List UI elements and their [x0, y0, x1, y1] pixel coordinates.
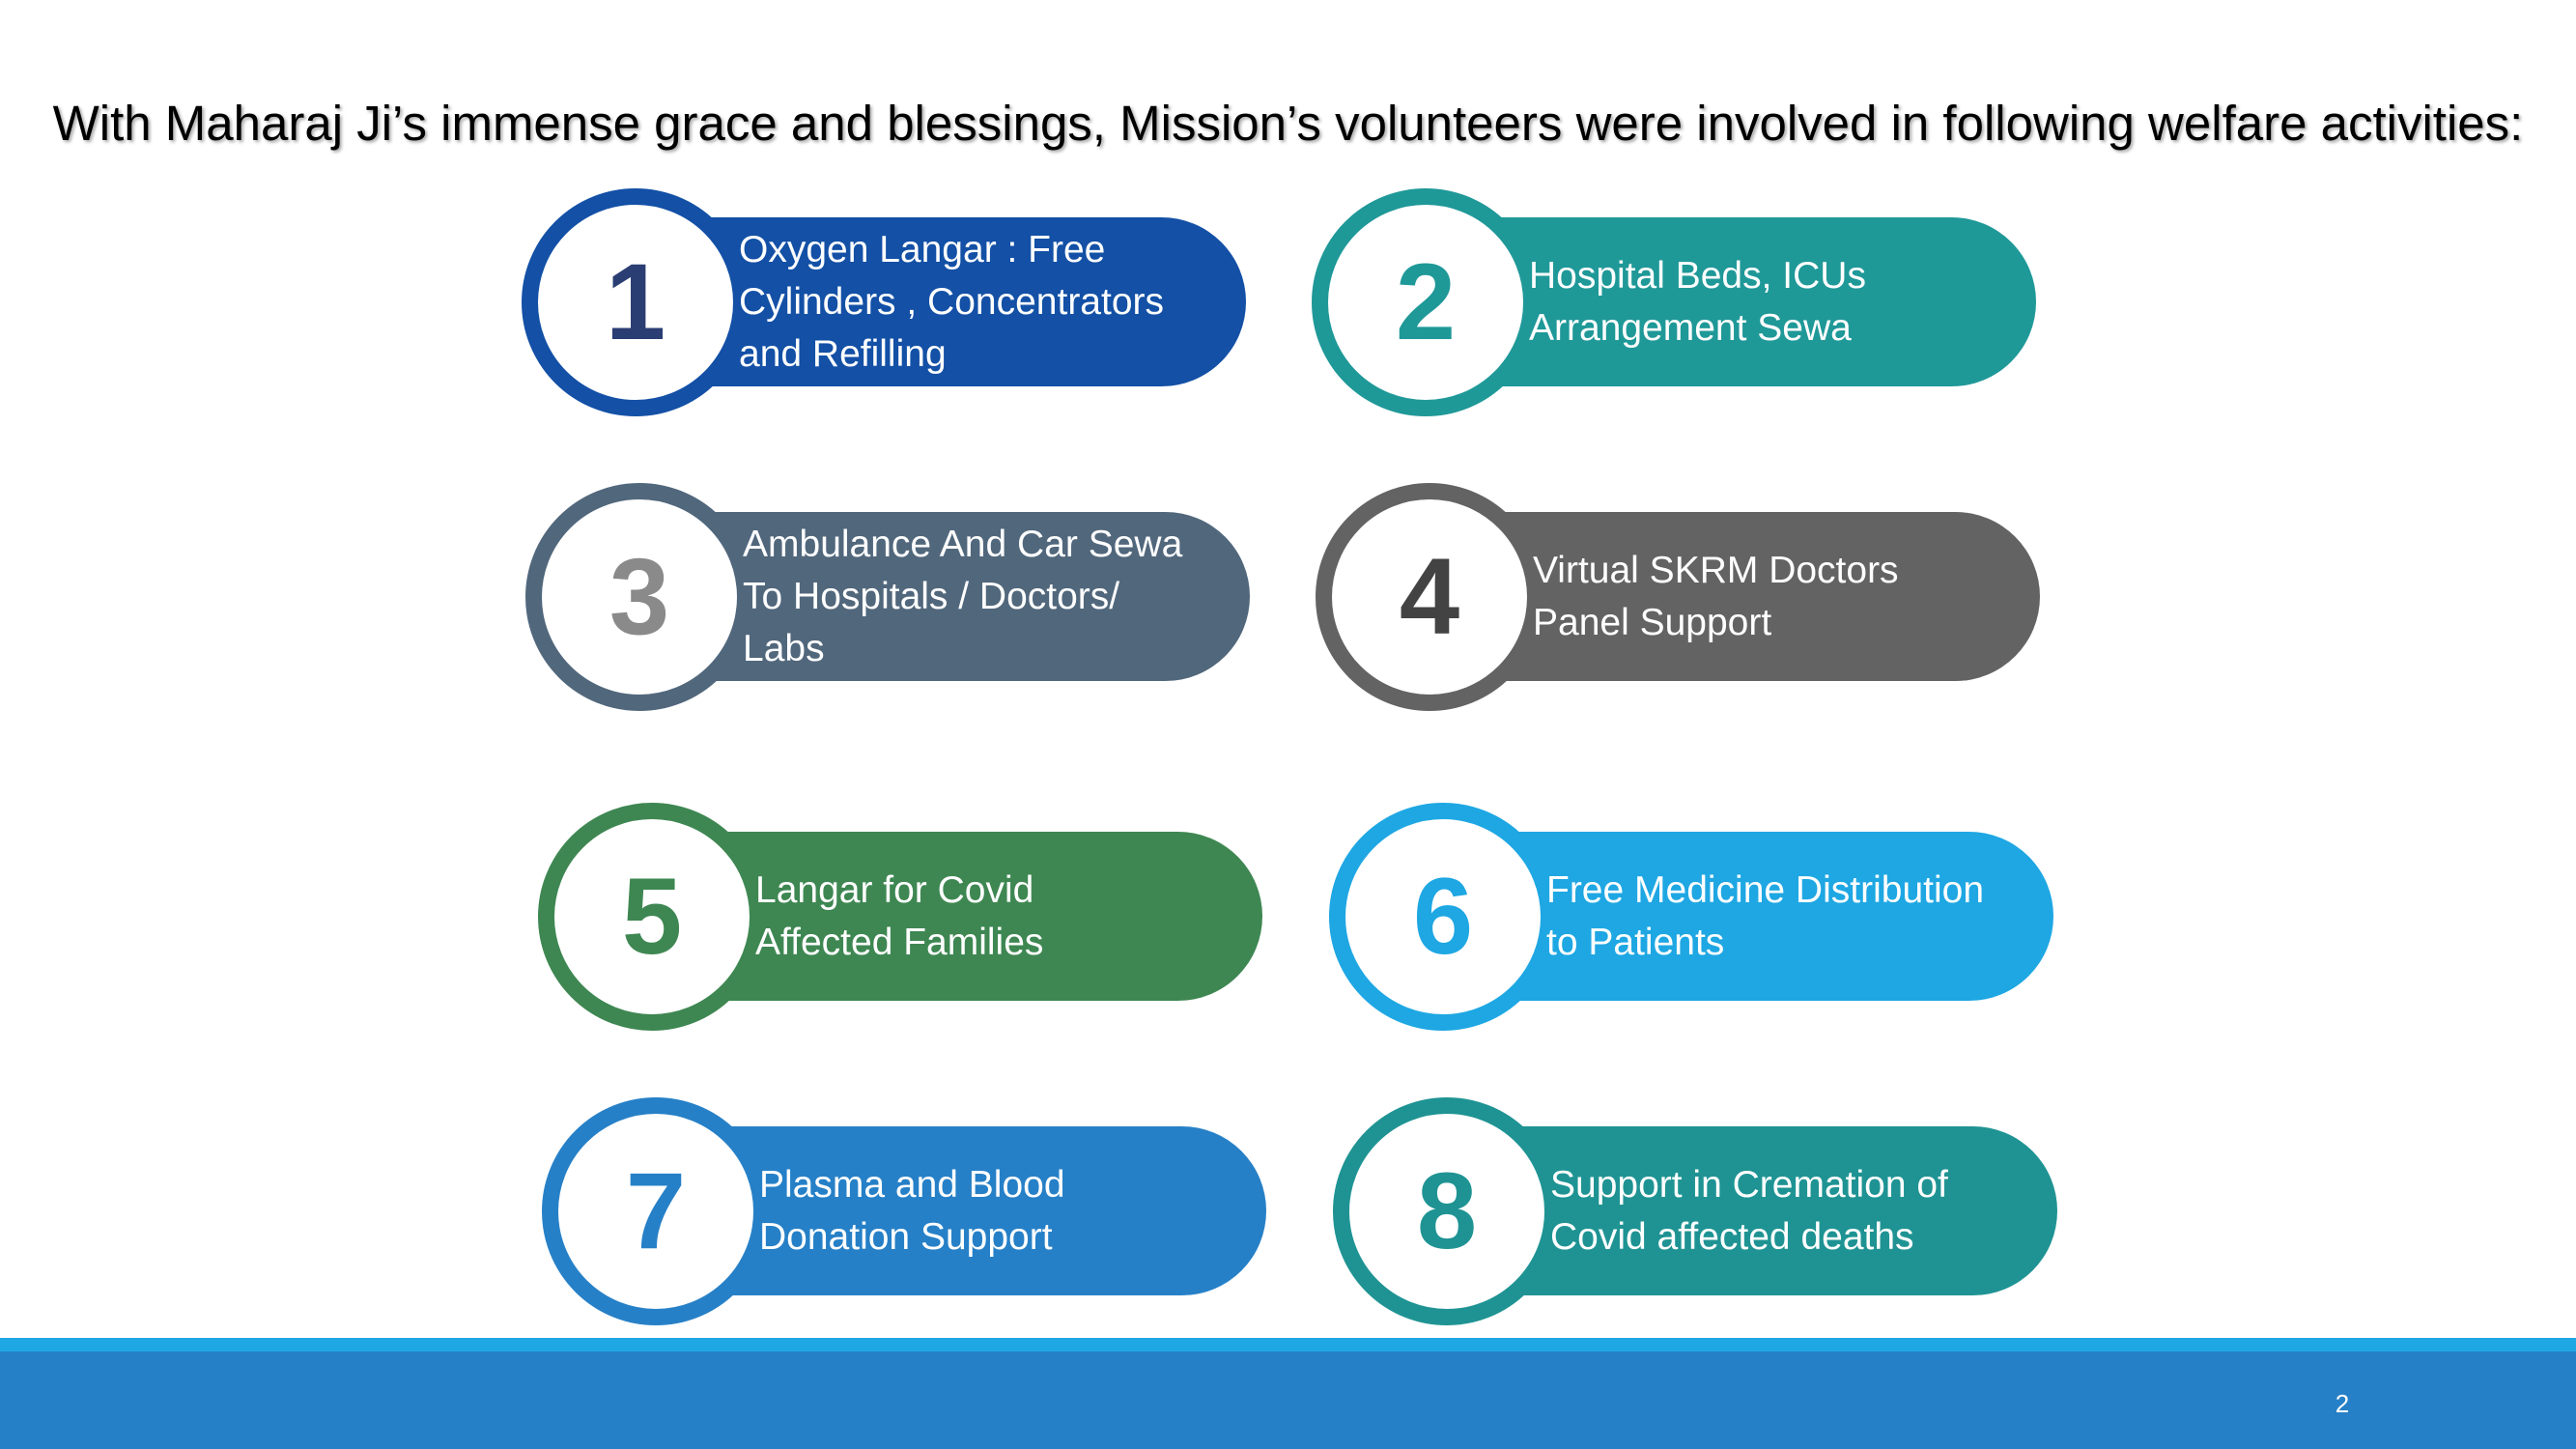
- activity-text: Ambulance And Car Sewa To Hospitals / Do…: [743, 523, 1183, 669]
- activity-number: 8: [1416, 1151, 1478, 1271]
- activity-number: 3: [609, 536, 670, 657]
- activity-text: Langar for Covid Affected Families: [755, 868, 1044, 963]
- activity-number: 2: [1395, 242, 1457, 362]
- activity-text: Free Medicine Distribution to Patients: [1546, 868, 1985, 963]
- activity-text: Hospital Beds, ICUs Arrangement Sewa: [1529, 254, 1866, 349]
- activity-number: 4: [1399, 536, 1460, 657]
- activity-text: Plasma and Blood Donation Support: [759, 1163, 1065, 1258]
- activity-item-6: 6 Free Medicine Distribution to Patients: [1329, 803, 2063, 1035]
- activity-text: Oxygen Langar : Free Cylinders , Concent…: [739, 228, 1165, 375]
- page-number: 2: [2335, 1389, 2350, 1418]
- activity-item-5: 5 Langar for Covid Affected Families: [538, 803, 1272, 1035]
- activity-number: 1: [605, 242, 666, 362]
- activity-text: Support in Cremation of Covid affected d…: [1550, 1163, 1948, 1258]
- activity-item-2: 2 Hospital Beds, ICUs Arrangement Sewa: [1312, 188, 2046, 420]
- slide-title: With Maharaj Ji’s immense grace and bles…: [52, 96, 2524, 151]
- activity-item-7: 7 Plasma and Blood Donation Support: [542, 1097, 1276, 1329]
- activity-item-3: 3 Ambulance And Car Sewa To Hospitals / …: [525, 483, 1260, 715]
- activity-item-1: 1 Oxygen Langar : Free Cylinders , Conce…: [522, 188, 1256, 420]
- activity-text: Virtual SKRM Doctors Panel Support: [1533, 549, 1899, 643]
- activity-item-8: 8 Support in Cremation of Covid affected…: [1333, 1097, 2067, 1329]
- footer-band-light: [0, 1338, 2576, 1351]
- activity-number: 7: [625, 1151, 687, 1271]
- activity-number: 5: [621, 856, 683, 977]
- activity-number: 6: [1412, 856, 1474, 977]
- footer-band: [0, 1351, 2576, 1449]
- activity-item-4: 4 Virtual SKRM Doctors Panel Support: [1316, 483, 2050, 715]
